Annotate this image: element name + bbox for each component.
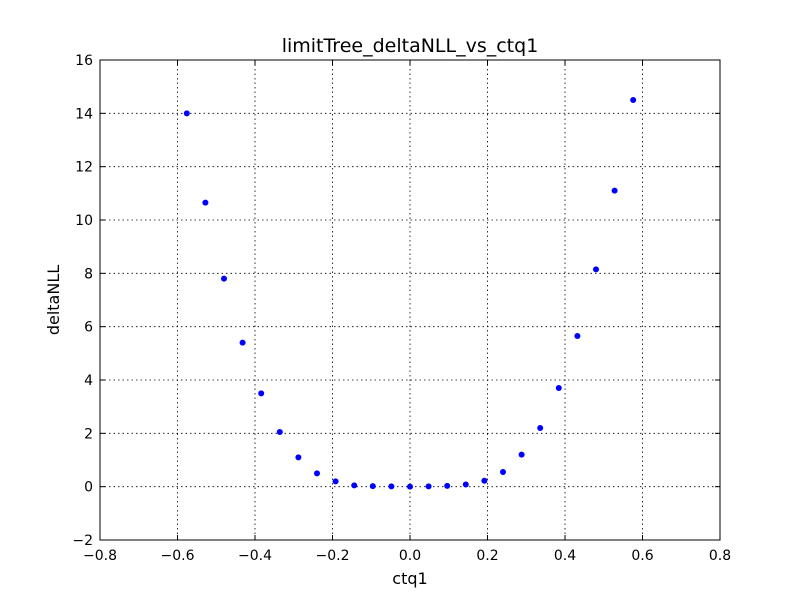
data-point xyxy=(518,451,525,458)
y-tick-label: 14 xyxy=(75,106,93,122)
points-layer xyxy=(183,97,637,490)
y-tick-label: 2 xyxy=(84,426,93,442)
data-point xyxy=(611,187,618,194)
data-point xyxy=(407,483,413,490)
y-tick-label: 4 xyxy=(84,373,93,389)
y-tick-label: 12 xyxy=(75,160,93,176)
x-axis-label: ctq1 xyxy=(392,569,427,588)
data-point xyxy=(295,454,302,461)
data-point xyxy=(369,483,376,490)
x-tick-label: 0.6 xyxy=(631,548,653,564)
x-tick-label: 0.0 xyxy=(399,548,421,564)
y-tick-label: 0 xyxy=(84,480,93,496)
x-tick-label: −0.2 xyxy=(316,548,350,564)
chart-title: limitTree_deltaNLL_vs_ctq1 xyxy=(282,35,539,57)
x-tick-label: 0.4 xyxy=(554,548,576,564)
data-point xyxy=(276,429,283,435)
grid-layer xyxy=(100,60,720,540)
data-point xyxy=(258,390,265,397)
y-tick-label: 8 xyxy=(84,266,93,282)
data-point xyxy=(332,478,339,485)
data-point xyxy=(425,483,432,490)
data-point xyxy=(202,199,209,206)
data-point xyxy=(444,482,451,489)
y-tick-label: 10 xyxy=(75,213,93,229)
x-tick-label: −0.4 xyxy=(238,548,272,564)
y-axis-label: deltaNLL xyxy=(44,265,63,335)
x-tick-label: 0.8 xyxy=(709,548,731,564)
y-tick-label: 16 xyxy=(75,53,93,69)
data-point xyxy=(537,425,544,431)
data-point xyxy=(183,110,190,117)
data-point xyxy=(630,97,637,103)
y-tick-label: −2 xyxy=(72,533,93,549)
data-point xyxy=(239,339,246,346)
data-point xyxy=(351,482,358,489)
tick-labels-layer: −0.8 −0.6 −0.4 −0.2 0.0 0.2 0.4 0.6 0.8 −2 0 2 4 6 8 10… xyxy=(72,53,731,564)
data-point xyxy=(481,477,488,484)
data-point xyxy=(314,470,320,477)
data-point xyxy=(462,481,469,488)
data-point xyxy=(388,483,395,490)
data-point xyxy=(221,275,227,282)
ticks-layer xyxy=(99,59,721,541)
data-point xyxy=(555,385,562,391)
x-tick-label: 0.2 xyxy=(476,548,498,564)
x-tick-label: −0.8 xyxy=(83,548,117,564)
y-tick-label: 6 xyxy=(84,320,93,336)
x-tick-label: −0.6 xyxy=(161,548,195,564)
data-point xyxy=(574,333,581,339)
data-point xyxy=(593,266,599,273)
data-point xyxy=(500,469,506,475)
